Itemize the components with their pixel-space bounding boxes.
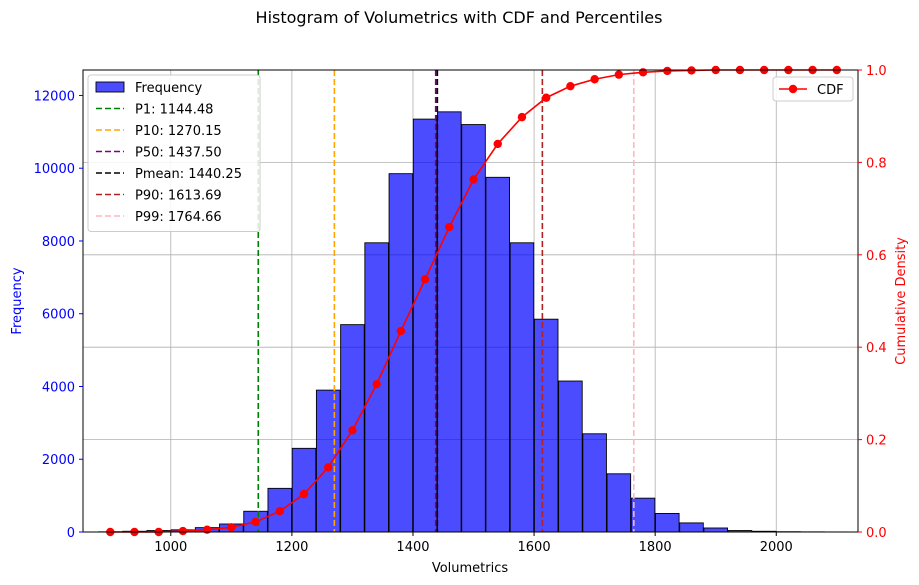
legend-label-percentile: P50: 1437.50 [135,146,222,161]
cdf-point [227,523,236,532]
histogram-bar [558,380,583,533]
legend-label-percentile: P90: 1613.69 [135,189,222,204]
percentile-lines [257,70,635,532]
legend-right: CDF [772,76,854,102]
histogram-bar [655,512,680,533]
x-tick-label: 2000 [760,540,793,555]
axes: 1000 1200 1400 1600 1800 2000 0 2000 4000 6000 800… [34,64,887,555]
cdf-point [251,517,260,527]
y2-tick-label: 0.0 [866,526,887,541]
legend-label-percentile: P1: 1144.48 [135,103,213,118]
cdf-point [590,75,599,84]
cdf-point [541,93,551,102]
cdf-point [348,426,357,435]
cdf-point [299,489,309,499]
y-tick-label: 8000 [42,235,75,250]
histogram-bar [509,242,535,533]
legend-label-percentile: Pmean: 1440.25 [135,167,242,182]
cdf-point [202,525,212,534]
legend-marker-cdf [788,84,798,94]
x-axis-label: Volumetrics [432,561,509,576]
histogram-bar [485,176,511,533]
cdf-point [420,275,430,284]
y-tick-label: 12000 [34,89,75,104]
y-tick-label: 4000 [42,380,75,395]
legend-label-percentile: P99: 1764.66 [135,210,222,225]
y2-tick-label: 0.8 [866,156,887,171]
histogram-bar [630,497,656,533]
histogram-bar [412,118,438,533]
histogram-bar [437,111,462,533]
y2-axis-label: Cumulative Density [894,237,909,365]
x-tick-label: 1200 [275,540,308,555]
x-tick-label: 1800 [639,540,672,555]
cdf-point [469,175,478,184]
legend-label-percentile: P10: 1270.15 [135,124,222,139]
histogram-bar [606,473,632,533]
y2-tick-label: 0.4 [866,341,887,356]
y-tick-label: 10000 [34,162,75,177]
y2-tick-label: 0.6 [866,249,887,264]
cdf-point [663,66,672,76]
x-tick-label: 1600 [518,540,551,555]
y-axis-label: Frequency [10,267,25,334]
y2-tick-label: 1.0 [866,64,887,79]
y-tick-label: 2000 [42,453,75,468]
cdf-point [178,526,188,536]
cdf-point [396,326,406,336]
legend-left: Frequency P1: 1144.48 P10: 1270.15 P50: 143… [87,74,261,232]
histogram-bar [461,124,486,533]
y2-tick-label: 0.2 [866,434,887,449]
y-tick-label: 0 [67,526,75,541]
cdf-point [324,463,333,472]
histogram-bar [315,389,341,533]
cdf-point [493,139,502,149]
legend-label-frequency: Frequency [135,81,202,96]
x-tick-label: 1400 [396,540,429,555]
cdf-point [445,222,454,232]
legend-swatch-frequency [95,81,125,93]
cdf-point [638,68,648,77]
cdf-point [566,81,575,91]
x-tick-label: 1000 [154,540,187,555]
histogram-bar [388,173,414,533]
legend-right-box [772,76,854,102]
plot-frame [82,69,859,533]
histogram-bar [703,527,728,533]
chart-title: Histogram of Volumetrics with CDF and Pe… [256,8,663,27]
cdf-point [614,70,624,79]
histogram-bar [533,318,559,533]
legend-left-box [87,74,261,232]
legend-label-cdf: CDF [817,83,844,98]
histogram-bar [679,522,704,533]
cdf-point [372,379,381,389]
cdf-point [517,112,527,122]
y-tick-label: 6000 [42,308,75,323]
histogram-bar [582,433,607,533]
cdf-point [275,507,284,516]
